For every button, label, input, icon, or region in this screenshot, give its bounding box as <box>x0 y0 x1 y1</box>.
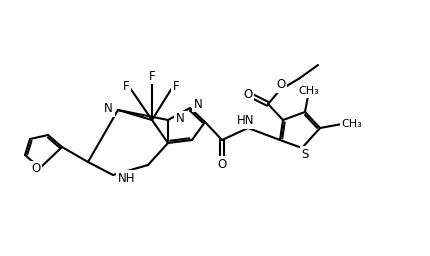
Text: S: S <box>301 147 309 161</box>
Text: F: F <box>149 69 155 82</box>
Text: F: F <box>123 80 129 93</box>
Text: O: O <box>218 157 227 170</box>
Text: N: N <box>194 98 203 111</box>
Text: O: O <box>276 79 286 91</box>
Text: N: N <box>104 102 113 115</box>
Text: CH₃: CH₃ <box>298 86 319 96</box>
Text: F: F <box>173 80 179 93</box>
Text: HN: HN <box>237 114 255 127</box>
Text: N: N <box>176 112 185 125</box>
Text: O: O <box>243 88 253 101</box>
Text: O: O <box>31 163 40 176</box>
Text: NH: NH <box>118 172 135 185</box>
Text: CH₃: CH₃ <box>341 119 362 129</box>
